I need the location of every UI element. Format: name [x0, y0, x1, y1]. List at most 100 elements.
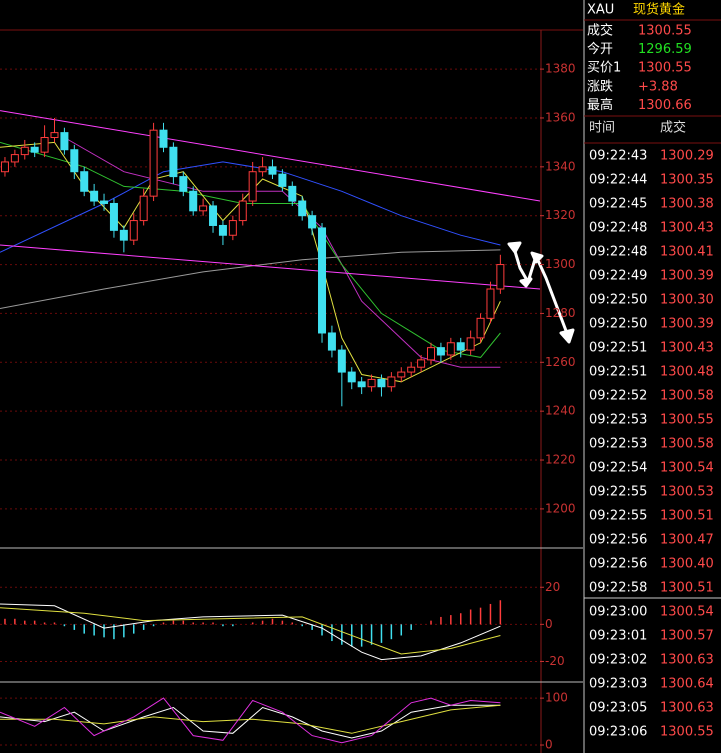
candle-body: [496, 264, 505, 290]
indicator-line: [0, 704, 501, 734]
trade-time: 09:22:53: [589, 437, 647, 452]
y-tick-label: 100: [545, 691, 568, 705]
candle-body: [179, 176, 188, 192]
y-tick-label: 0: [545, 738, 553, 752]
y-tick-label: 0: [545, 617, 553, 631]
quote-value: 1300.66: [638, 98, 692, 113]
y-tick-label: 1240: [545, 404, 576, 418]
candle-body: [456, 342, 465, 351]
symbol-name: 现货黄金: [633, 2, 685, 18]
candle-body: [327, 332, 336, 351]
candle-body: [318, 227, 327, 334]
candle-body: [189, 190, 198, 212]
trade-time: 09:23:02: [589, 653, 647, 668]
candle-body: [427, 347, 436, 361]
trade-price: 1300.51: [660, 581, 714, 596]
trade-time: 09:22:45: [589, 197, 647, 212]
y-tick-label: 1220: [545, 453, 576, 467]
trade-time: 09:22:51: [589, 365, 647, 380]
column-header: 时间: [589, 121, 615, 136]
y-tick-label: 1280: [545, 306, 576, 320]
y-tick-label: 1260: [545, 355, 576, 369]
candle-body: [199, 205, 208, 212]
trade-price: 1300.40: [660, 557, 714, 572]
candle-body: [367, 378, 376, 388]
trade-price: 1300.30: [660, 293, 714, 308]
trade-price: 1300.29: [660, 149, 714, 164]
trade-time: 09:23:01: [589, 629, 647, 644]
candle-body: [228, 220, 237, 236]
indicator-line: [0, 603, 501, 661]
y-tick-label: -20: [545, 654, 565, 668]
symbol: XAU: [587, 3, 614, 18]
candle-body: [407, 366, 416, 373]
y-tick-label: 1380: [545, 62, 576, 76]
trade-price: 1300.47: [660, 533, 714, 548]
trade-price: 1300.41: [660, 245, 714, 260]
indicator-line: [0, 697, 501, 744]
candle-body: [90, 190, 99, 202]
candle-body: [436, 347, 445, 356]
trade-time: 09:22:56: [589, 533, 647, 548]
candle-body: [278, 173, 287, 187]
y-tick-label: 1200: [545, 501, 576, 515]
trade-time: 09:22:48: [589, 221, 647, 236]
quote-value: 1296.59: [638, 42, 692, 57]
trade-time: 09:23:06: [589, 725, 647, 740]
trade-price: 1300.43: [660, 341, 714, 356]
trade-price: 1300.63: [660, 653, 714, 668]
candle-body: [119, 229, 128, 241]
y-tick-label: 1300: [545, 257, 576, 271]
column-header: 成交: [660, 120, 686, 136]
candle-body: [109, 202, 118, 231]
y-tick-label: 1340: [545, 159, 576, 173]
trade-time: 09:23:03: [589, 677, 647, 692]
candle-body: [30, 146, 39, 153]
candle-body: [40, 137, 49, 153]
candle-body: [20, 146, 29, 156]
candle-body: [268, 166, 277, 175]
candle-body: [288, 185, 297, 202]
trade-time: 09:22:56: [589, 557, 647, 572]
candle-body: [70, 149, 79, 173]
trade-price: 1300.55: [660, 725, 714, 740]
trade-price: 1300.39: [660, 317, 714, 332]
candle-body: [50, 132, 59, 139]
trade-price: 1300.55: [660, 413, 714, 428]
trade-time: 09:22:50: [589, 293, 647, 308]
candle-body: [129, 220, 138, 241]
charts: 1200 1220 1240 1260 1280 1300 1320 1340 1360 1380…: [0, 62, 576, 752]
trade-price: 1300.58: [660, 389, 714, 404]
quote-value: 1300.55: [638, 61, 692, 76]
candle-body: [218, 224, 227, 236]
candle-body: [139, 195, 148, 222]
trade-time: 09:22:55: [589, 485, 647, 500]
quote-label: 成交: [587, 23, 613, 39]
trade-time: 09:22:51: [589, 341, 647, 356]
trade-time: 09:22:43: [589, 149, 647, 164]
candle-body: [238, 200, 247, 222]
trade-price: 1300.48: [660, 365, 714, 380]
trade-price: 1300.39: [660, 269, 714, 284]
trade-time: 09:23:05: [589, 701, 647, 716]
indicator-line: [0, 704, 501, 739]
quote-value: +3.88: [638, 79, 678, 94]
quote-label: 最高: [587, 97, 613, 113]
indicator-line: [0, 110, 541, 202]
candle-body: [476, 317, 485, 339]
trade-price: 1300.54: [660, 605, 714, 620]
trade-time: 09:22:53: [589, 413, 647, 428]
candle-body: [159, 129, 168, 148]
trade-price: 1300.64: [660, 677, 714, 692]
trade-time: 09:22:58: [589, 581, 647, 596]
candle-body: [10, 154, 19, 163]
trade-price: 1300.54: [660, 461, 714, 476]
candle-body: [308, 215, 317, 229]
candle-body: [169, 146, 178, 178]
annotation-arrows: [507, 241, 575, 344]
trade-time: 09:22:50: [589, 317, 647, 332]
trade-price: 1300.51: [660, 509, 714, 524]
candle-body: [337, 349, 346, 373]
